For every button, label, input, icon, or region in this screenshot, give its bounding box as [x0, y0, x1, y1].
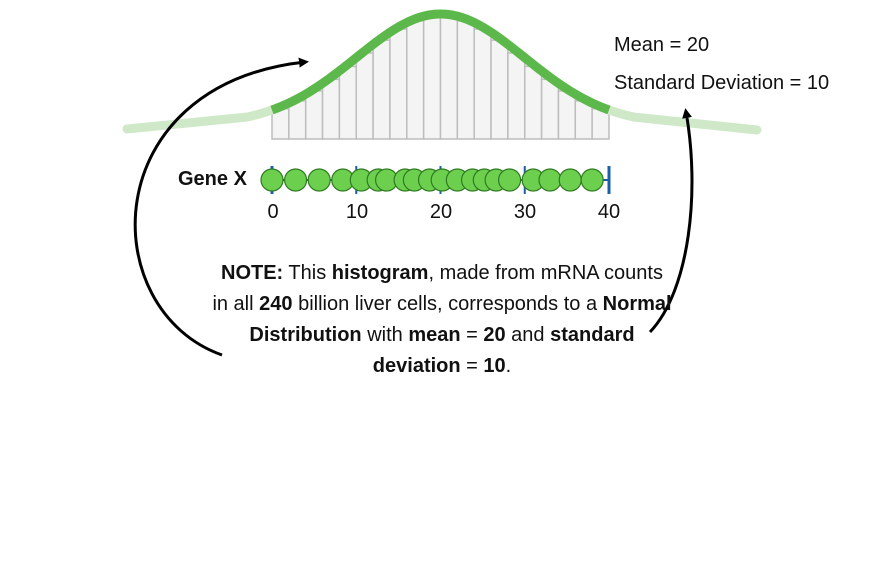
histogram-bar — [491, 40, 508, 139]
gene-x-label: Gene X — [178, 168, 247, 191]
note-text: NOTE: This histogram, made from mRNA cou… — [212, 258, 672, 382]
histogram-bar — [373, 40, 390, 139]
histogram-bar — [356, 53, 373, 139]
note-part: This — [283, 262, 332, 284]
note-part: = — [461, 355, 484, 377]
sample-dot — [539, 169, 561, 191]
histogram-bar — [339, 66, 356, 139]
sample-dot — [261, 169, 283, 191]
note-bold-mean: mean — [408, 324, 460, 346]
histogram-bar — [508, 53, 525, 139]
standard-deviation-label: Standard Deviation = 10 — [614, 72, 829, 95]
note-bold-histogram: histogram — [332, 262, 429, 284]
note-prefix: NOTE: — [221, 262, 283, 284]
histogram-bars — [272, 17, 609, 139]
sample-dot — [499, 169, 521, 191]
tick-label-10: 10 — [346, 201, 368, 224]
tick-label-30: 30 — [514, 201, 536, 224]
sample-dot — [581, 169, 603, 191]
tick-label-40: 40 — [598, 201, 620, 224]
histogram-bar — [525, 66, 542, 139]
note-bold-sd-value: 10 — [483, 355, 505, 377]
histogram-bar — [407, 21, 424, 139]
note-part: with — [362, 324, 409, 346]
histogram-bar — [390, 29, 407, 139]
note-bold-mean-value: 20 — [483, 324, 505, 346]
histogram-bar — [306, 91, 323, 139]
histogram-bar — [542, 79, 559, 139]
note-part: billion liver cells, corresponds to a — [293, 293, 603, 315]
sample-dot — [559, 169, 581, 191]
note-bold-count: 240 — [259, 293, 292, 315]
histogram-bar — [457, 21, 474, 139]
sample-dot — [285, 169, 307, 191]
note-part: and — [506, 324, 550, 346]
sample-dot — [308, 169, 330, 191]
tick-label-20: 20 — [430, 201, 452, 224]
note-part: = — [461, 324, 484, 346]
tick-label-0: 0 — [267, 201, 278, 224]
note-part: . — [506, 355, 512, 377]
histogram-bar — [424, 17, 441, 139]
histogram-bar — [558, 91, 575, 139]
histogram-bar — [441, 17, 458, 139]
mean-label: Mean = 20 — [614, 34, 709, 57]
histogram-bar — [323, 79, 340, 139]
sample-dots — [261, 169, 603, 191]
histogram-bar — [474, 29, 491, 139]
